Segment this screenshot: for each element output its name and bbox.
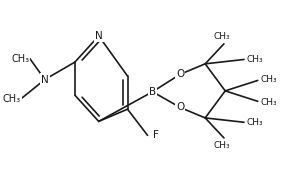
- Text: B: B: [149, 87, 156, 97]
- Text: CH₃: CH₃: [214, 32, 230, 41]
- Text: F: F: [153, 130, 158, 140]
- Text: N: N: [41, 75, 49, 85]
- Text: CH₃: CH₃: [246, 55, 263, 64]
- Text: CH₃: CH₃: [214, 141, 230, 150]
- Text: CH₃: CH₃: [12, 54, 30, 64]
- Text: O: O: [176, 102, 184, 112]
- Text: N: N: [95, 31, 103, 41]
- Text: CH₃: CH₃: [260, 75, 277, 84]
- Text: O: O: [176, 69, 184, 79]
- Text: CH₃: CH₃: [3, 94, 21, 104]
- Text: CH₃: CH₃: [246, 118, 263, 127]
- Text: CH₃: CH₃: [260, 98, 277, 107]
